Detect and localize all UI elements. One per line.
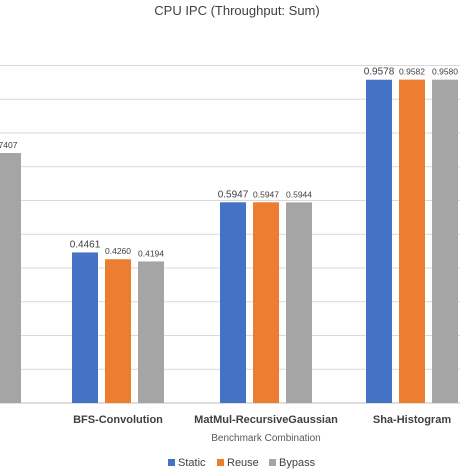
- legend: Static Reuse Bypass: [168, 457, 316, 469]
- data-label-bypass-3: 0.5944: [286, 189, 312, 199]
- bar-bypass-3: [286, 202, 312, 403]
- bar-static-4: [366, 79, 392, 404]
- bar-bypass-1: [0, 153, 21, 403]
- bar-reuse-2: [105, 259, 131, 403]
- data-labels: 7407 0.4461 0.4260 0.4194 0.5947 0.5947 0.5944…: [0, 67, 458, 259]
- legend-label-static: Static: [178, 457, 206, 469]
- legend-label-bypass: Bypass: [279, 457, 316, 469]
- data-label-static-2: 0.4461: [70, 239, 101, 250]
- legend-swatch-reuse: [217, 459, 224, 466]
- data-label-bypass-1: 7407: [0, 140, 18, 150]
- bar-static-3: [220, 202, 246, 403]
- bar-reuse-4: [399, 79, 425, 404]
- data-label-bypass-2: 0.4194: [138, 248, 164, 258]
- legend-swatch-bypass: [269, 459, 276, 466]
- bar-bypass-4: [432, 79, 458, 404]
- data-label-static-3: 0.5947: [218, 189, 249, 200]
- bars: [0, 79, 458, 404]
- chart-title: CPU IPC (Throughput: Sum): [154, 3, 319, 18]
- data-label-reuse-4: 0.9582: [399, 67, 425, 77]
- legend-swatch-static: [168, 459, 175, 466]
- data-label-bypass-4: 0.9580: [432, 67, 458, 77]
- data-label-reuse-3: 0.5947: [253, 189, 279, 199]
- bar-reuse-3: [253, 202, 279, 403]
- bar-bypass-2: [138, 261, 164, 403]
- category-label-2: BFS-Convolution: [73, 414, 163, 426]
- bar-static-2: [72, 252, 98, 403]
- category-label-3: MatMul-RecursiveGaussian: [194, 414, 338, 426]
- category-labels: rshallBFS-ConvolutionMatMul-RecursiveGau…: [73, 414, 451, 426]
- data-label-reuse-2: 0.4260: [105, 246, 131, 256]
- data-label-static-4: 0.9578: [364, 67, 395, 78]
- x-axis-label: Benchmark Combination: [211, 433, 321, 444]
- legend-label-reuse: Reuse: [227, 457, 259, 469]
- category-label-4: Sha-Histogram: [373, 414, 451, 426]
